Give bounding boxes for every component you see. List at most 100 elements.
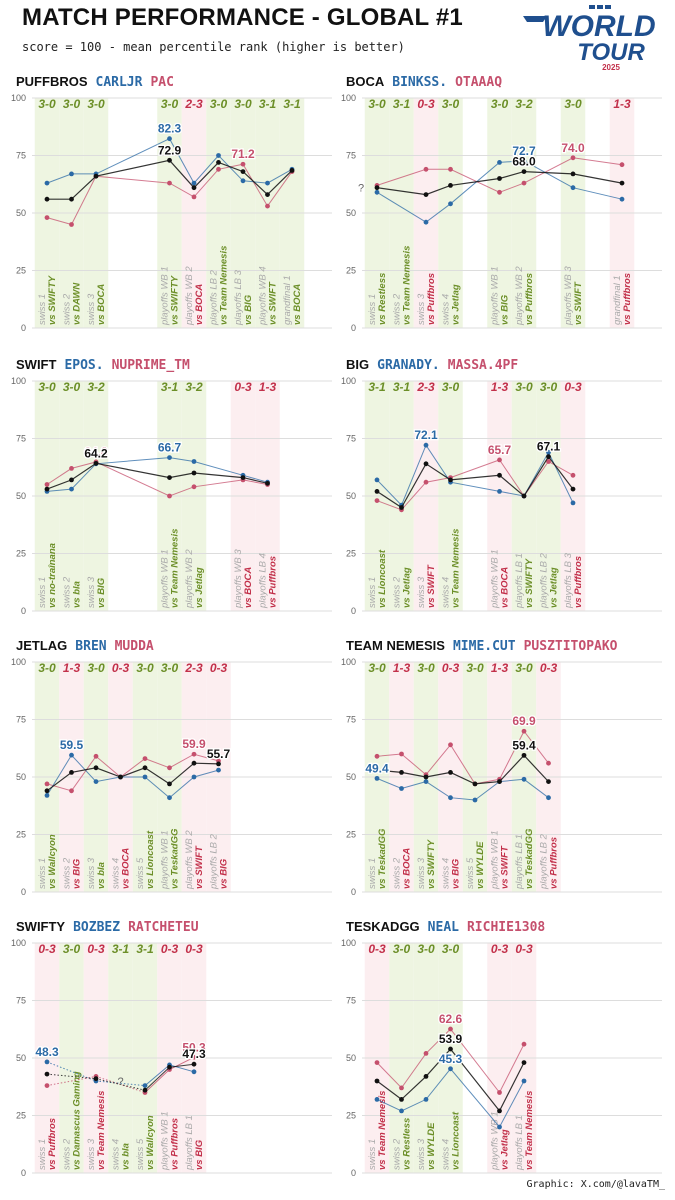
match-opponent-label: vs Team Nemesis — [377, 1091, 388, 1170]
match-stage-label: swiss 2 — [62, 857, 73, 889]
match-stage-label: swiss 1 — [367, 577, 378, 608]
team-point — [374, 1078, 380, 1084]
player1-point — [374, 477, 380, 483]
match-score: 3-0 — [63, 942, 81, 956]
team-point — [521, 752, 527, 758]
player2-point — [142, 756, 148, 761]
match-opponent-label: vs Puffbros — [426, 273, 437, 325]
player2-point — [240, 161, 246, 167]
match-stage-label: swiss 1 — [37, 858, 48, 889]
value-annotation: 71.2 — [231, 147, 255, 161]
value-annotation: 72.7 — [512, 144, 536, 158]
match-opponent-label: vs SWIFT — [573, 281, 584, 325]
match-score: 3-0 — [210, 97, 228, 111]
match-opponent-label: vs SWIFT — [500, 845, 511, 889]
match-opponent-label: vs Jetlag — [402, 567, 413, 608]
match-score: 1-3 — [491, 380, 509, 394]
player2-point — [423, 479, 429, 485]
team-line — [46, 762, 219, 792]
team-point — [265, 480, 270, 486]
team-line — [376, 1048, 525, 1113]
match-stage-label: playoffs WB 1 — [160, 1111, 171, 1171]
player2-point — [497, 457, 502, 463]
value-annotation: 82.3 — [158, 122, 182, 136]
match-stage-label: swiss 5 — [465, 857, 476, 889]
player1-point — [570, 500, 576, 506]
chart-header: SWIFT EPOS. NUPRIME_TM — [16, 357, 190, 373]
team-point — [167, 475, 172, 480]
player1-name: BOZBEZ — [73, 920, 120, 935]
chart-panel-team-nemesis: TEAM NEMESIS MIME.CUT PUSZTITOPAKO 0 25 50 75 1… — [341, 638, 662, 897]
team-point — [167, 1064, 172, 1070]
value-annotation: 64.8 — [84, 445, 108, 459]
match-score: 3-0 — [515, 380, 533, 394]
value-annotation: 65.7 — [488, 443, 512, 457]
match-opponent-label: vs BOCA — [96, 284, 107, 325]
chart-panel-swifty: SWIFTY BOZBEZ RATCHETEU 0 25 50 75 100 0-3 3-0 0-3… — [11, 919, 332, 1178]
team-name: PUFFBROS — [16, 74, 88, 89]
team-name: BOCA — [346, 74, 385, 89]
player1-point — [619, 196, 625, 202]
team-point — [118, 774, 123, 780]
team-point — [93, 173, 99, 179]
player1-point — [69, 171, 74, 177]
match-score: 1-3 — [613, 97, 631, 111]
match-opponent-label: vs Team Nemesis — [402, 246, 413, 325]
match-opponent-label: vs BOCA — [500, 567, 511, 608]
team-point — [448, 1046, 453, 1052]
y-tick-label: 0 — [21, 323, 26, 333]
match-stage-label: swiss 2 — [392, 293, 403, 325]
player2-point — [44, 482, 50, 487]
match-stage-label: swiss 3 — [416, 576, 427, 608]
y-tick-label: 100 — [11, 93, 26, 103]
team-point — [546, 454, 551, 460]
match-score: 3-0 — [417, 661, 435, 675]
team-point — [191, 1061, 197, 1067]
match-score: 0-3 — [540, 661, 558, 675]
match-opponent-label: vs BIG — [500, 294, 511, 325]
match-score: 3-1 — [393, 97, 411, 111]
team-point — [374, 767, 380, 773]
player2-point — [546, 459, 551, 464]
match-stage-label: swiss 1 — [37, 1139, 48, 1170]
match-opponent-label: vs DAWN — [72, 282, 83, 325]
player2-point — [619, 162, 625, 168]
match-score: 2-3 — [184, 661, 203, 675]
team-point — [423, 192, 429, 198]
player2-point — [44, 1083, 50, 1088]
player1-point — [546, 449, 551, 455]
team-point — [570, 486, 576, 492]
match-score: 1-3 — [63, 661, 81, 675]
player2-name: OTAAAQ — [455, 75, 502, 90]
team-point — [69, 196, 74, 202]
value-annotation: 59.4 — [512, 738, 536, 752]
match-stage-label: swiss 1 — [37, 294, 48, 325]
match-stage-label: playoffs WB 3 — [563, 266, 574, 326]
team-point — [472, 781, 478, 787]
team-point — [448, 477, 453, 483]
player2-point — [69, 466, 74, 471]
match-opponent-label: vs Jetlag — [500, 1129, 511, 1170]
match-opponent-label: vs SWIFTY — [524, 557, 535, 608]
match-opponent-label: vs Jetlag — [194, 567, 205, 608]
match-score: 0-3 — [515, 942, 533, 956]
player1-point — [240, 178, 246, 184]
y-tick-label: 25 — [346, 1111, 356, 1121]
team-point — [265, 192, 270, 198]
team-point — [167, 157, 172, 163]
player2-point — [191, 194, 197, 200]
match-stage-label: grandfinal 1 — [282, 275, 293, 325]
player2-point — [69, 788, 74, 794]
match-score: 3-1 — [283, 97, 301, 111]
team-point — [191, 470, 197, 476]
match-opponent-label: vs bla — [121, 1143, 132, 1170]
match-opponent-label: vs Team Nemesis — [96, 1091, 107, 1170]
match-stage-label: swiss 4 — [441, 1139, 452, 1170]
value-annotation: 67.1 — [537, 440, 561, 454]
y-tick-label: 25 — [16, 1111, 26, 1121]
player2-line — [46, 753, 219, 792]
value-annotation: 55.7 — [207, 747, 231, 761]
player2-point — [167, 493, 172, 499]
team-point — [374, 185, 380, 191]
match-score: 1-3 — [259, 380, 277, 394]
